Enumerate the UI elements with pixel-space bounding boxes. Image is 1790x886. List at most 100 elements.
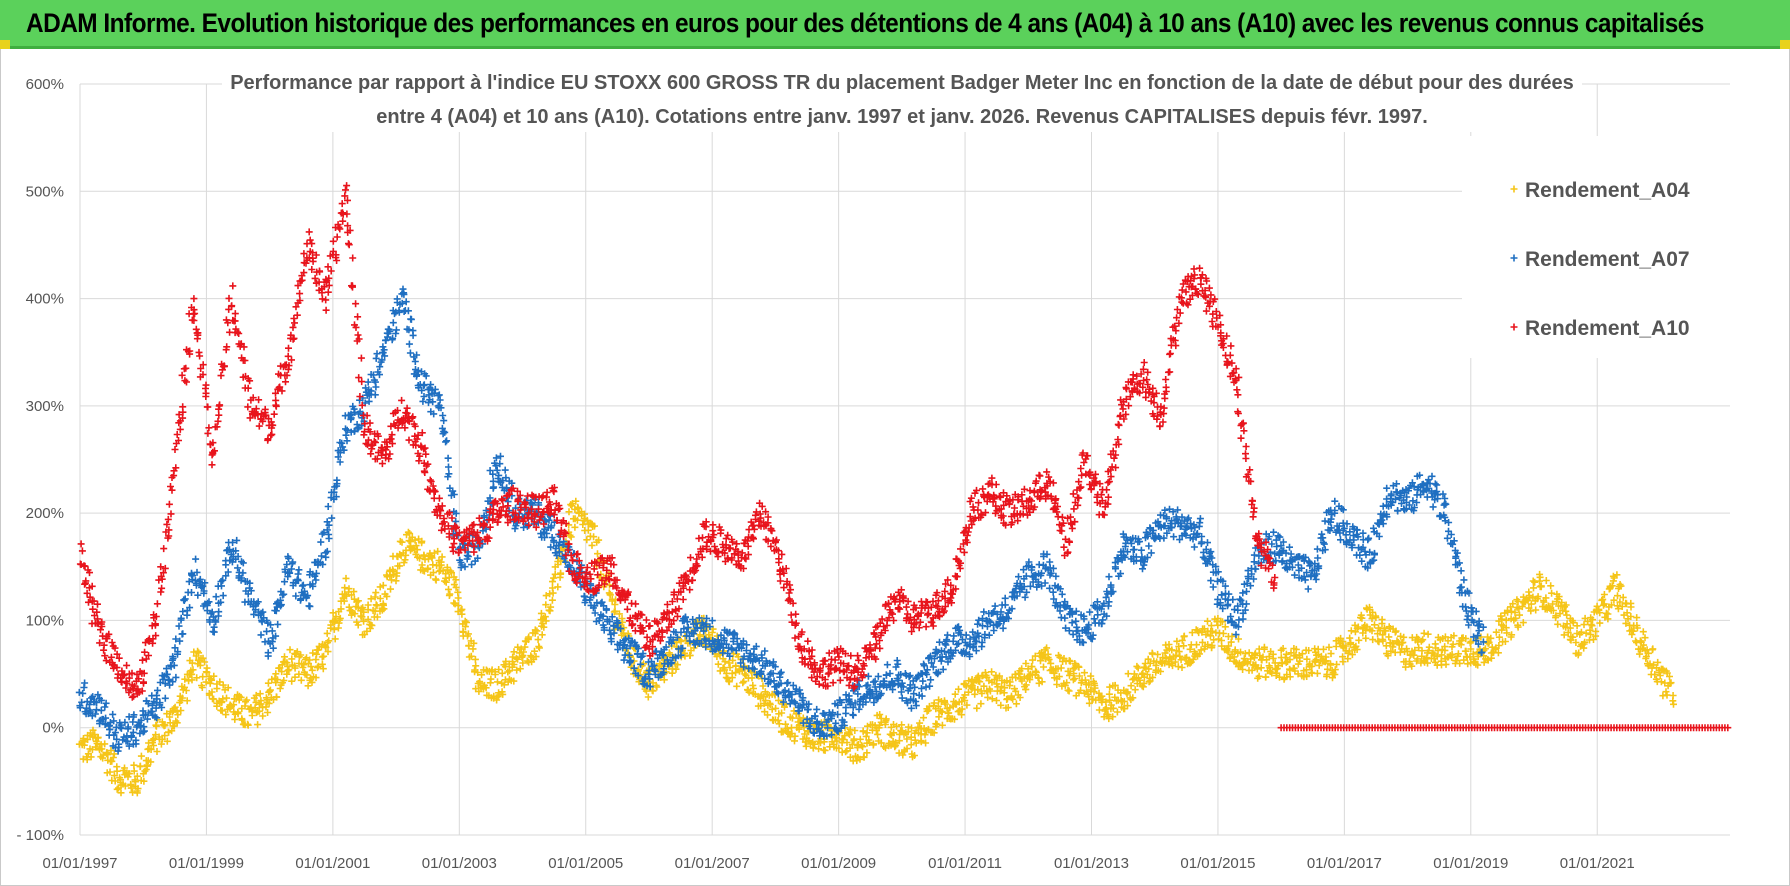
rendement-a07-point: [1304, 585, 1312, 593]
rendement-a04-point: [482, 684, 490, 692]
rendement-a07-point: [333, 476, 341, 484]
rendement-a04-point: [1355, 636, 1363, 644]
rendement-a04-point: [842, 748, 850, 756]
rendement-a04-point: [501, 663, 509, 671]
rendement-a10-point: [285, 344, 292, 352]
rendement-a04-point: [340, 597, 348, 605]
rendement-a04-point: [531, 647, 538, 655]
rendement-a04-point: [219, 681, 227, 689]
rendement-a04-point: [467, 652, 475, 660]
rendement-a04-point: [364, 615, 372, 623]
rendement-a04-point: [1530, 584, 1537, 592]
rendement-a07-point: [1428, 472, 1436, 480]
rendement-a04-point: [1431, 640, 1439, 648]
rendement-a10-point: [182, 364, 190, 372]
rendement-a04-point: [307, 663, 315, 671]
rendement-a04-point: [80, 741, 88, 749]
rendement-a07-point: [194, 591, 202, 599]
rendement-a07-point: [1229, 596, 1237, 604]
rendement-a10-point: [183, 378, 190, 386]
rendement-a04-point: [111, 777, 119, 785]
rendement-a07-point: [110, 717, 118, 725]
rendement-a04-point: [696, 631, 704, 639]
rendement-a04-point: [721, 658, 729, 666]
rendement-a07-point: [175, 622, 183, 630]
rendement-a07-point: [219, 576, 226, 584]
rendement-a04-point: [161, 732, 169, 740]
rendement-a04-point: [573, 516, 581, 524]
rendement-a04-point: [713, 632, 721, 640]
rendement-a04-point: [396, 550, 404, 558]
rendement-a04-point: [194, 647, 202, 655]
rendement-a04-point: [127, 784, 135, 792]
rendement-a04-point: [109, 754, 117, 761]
rendement-a04-point: [107, 747, 115, 754]
rendement-a04-point: [762, 697, 770, 705]
rendement-a10-point: [171, 446, 179, 453]
rendement-a04-point: [183, 697, 191, 705]
rendement-a04-point: [618, 615, 626, 622]
rendement-a04-point: [286, 646, 294, 654]
rendement-a04-point: [977, 700, 985, 708]
rendement-a07-point: [1475, 627, 1483, 635]
rendement-a04-point: [732, 662, 740, 670]
rendement-a04-point: [764, 711, 771, 719]
rendement-a04-point: [411, 536, 419, 544]
rendement-a04-point: [142, 766, 150, 773]
rendement-a04-point: [545, 606, 553, 614]
rendement-a07-point: [154, 686, 161, 694]
rendement-a07-point: [440, 417, 448, 425]
rendement-a07-point: [444, 454, 452, 462]
rendement-a04-point: [1563, 611, 1571, 619]
rendement-a04-point: [235, 692, 243, 700]
rendement-a04-point: [376, 595, 384, 602]
rendement-a07-point: [1365, 534, 1372, 542]
rendement-a04-point: [784, 728, 792, 736]
rendement-a10-point: [141, 648, 149, 656]
rendement-a04-point: [223, 694, 230, 702]
rendement-a04-point: [1327, 650, 1335, 658]
rendement-a04-point: [244, 721, 252, 729]
rendement-a07-point: [493, 466, 501, 474]
rendement-a04-point: [342, 574, 350, 582]
rendement-a10-point: [366, 419, 374, 427]
rendement-a07-point: [161, 694, 169, 702]
rendement-a04-point: [1012, 700, 1020, 708]
rendement-a10-point: [345, 241, 353, 249]
rendement-a04-point: [396, 562, 404, 570]
rendement-a04-point: [252, 691, 260, 699]
rendement-a07-point: [272, 607, 280, 615]
rendement-a04-point: [660, 676, 668, 684]
rendement-a07-point: [1137, 546, 1145, 554]
rendement-a10-point: [81, 580, 89, 588]
rendement-a04-point: [1113, 708, 1121, 716]
rendement-a04-point: [263, 696, 271, 704]
rendement-a04-point: [291, 673, 299, 681]
rendement-a04-point: [442, 570, 450, 578]
rendement-a10-point: [192, 325, 200, 333]
rendement-a04-point: [1040, 663, 1047, 671]
rendement-a10-point: [270, 410, 278, 418]
rendement-a10-point: [409, 413, 417, 421]
rendement-a04-point: [766, 701, 774, 708]
rendement-a04-point: [291, 664, 299, 672]
rendement-a10-point: [435, 494, 443, 502]
rendement-a04-point: [725, 659, 733, 667]
rendement-a04-point: [153, 748, 161, 755]
rendement-a10-point: [195, 348, 203, 356]
rendement-a04-point: [512, 654, 520, 662]
rendement-a07-point: [406, 349, 414, 357]
rendement-a07-point: [684, 623, 692, 631]
rendement-a04-point: [434, 547, 442, 555]
rendement-a04-point: [331, 635, 339, 643]
rendement-a04-point: [590, 533, 598, 541]
rendement-a04-point: [583, 536, 591, 544]
rendement-a04-point: [450, 599, 458, 607]
rendement-a10-point: [208, 461, 216, 469]
rendement-a07-point: [1225, 590, 1233, 598]
rendement-a07-point: [1472, 607, 1480, 615]
rendement-a10-point: [352, 300, 360, 308]
rendement-a07-point: [407, 315, 415, 323]
rendement-a04-point: [463, 618, 470, 626]
rendement-a07-point: [1139, 565, 1146, 573]
